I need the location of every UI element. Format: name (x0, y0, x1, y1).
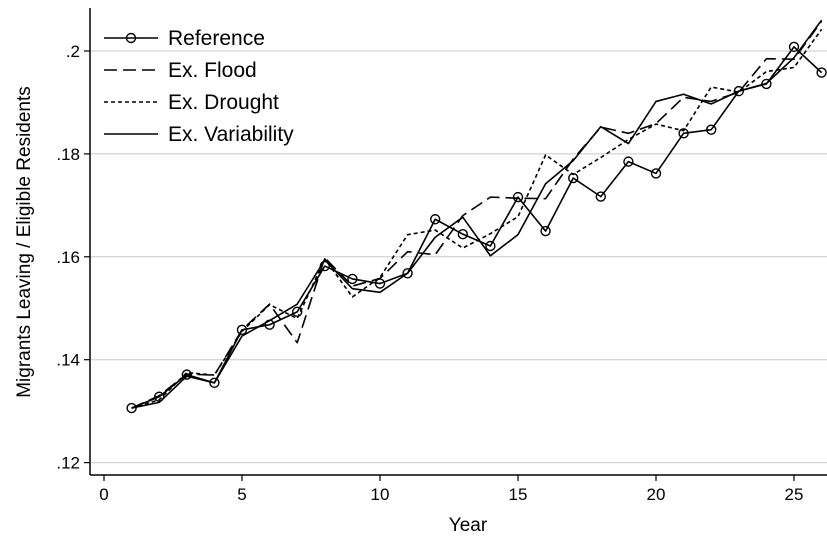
series-line-3 (131, 19, 823, 409)
data-point-marker (706, 124, 717, 135)
y-tick-label: .16 (56, 248, 80, 267)
data-point-marker (153, 391, 165, 402)
legend-marker (125, 32, 137, 44)
legend: Reference Ex. Flood Ex. Drought Ex. Variabi… (104, 27, 294, 146)
data-point-marker (512, 191, 524, 203)
axes (89, 8, 827, 476)
data-point-marker (650, 168, 662, 179)
x-tick-label: 20 (647, 485, 666, 504)
y-tick-label: .2 (66, 42, 80, 61)
data-point-marker (347, 273, 358, 285)
series-line-2 (131, 28, 823, 409)
data-point-marker (430, 214, 441, 225)
x-tick-label: 15 (509, 485, 528, 504)
series-line-1 (131, 20, 823, 409)
y-tick-label: .18 (56, 145, 80, 164)
data-point-marker (292, 306, 303, 318)
legend-label-2: Ex. Drought (168, 91, 279, 114)
y-tick-label: .14 (56, 351, 80, 370)
x-axis-ticks: 0 5 10 15 20 25 (99, 475, 803, 504)
y-axis-title: Migrants Leaving / Eligible Residents (14, 86, 35, 398)
data-point-marker (457, 228, 468, 240)
data-point-marker (678, 128, 689, 139)
legend-label-3: Ex. Variability (168, 123, 294, 146)
gridlines (91, 50, 827, 464)
series-lines (126, 19, 827, 414)
data-point-marker (402, 268, 413, 279)
y-tick-label: .12 (56, 454, 80, 473)
data-point-marker (126, 402, 137, 414)
data-point-marker (623, 156, 634, 167)
legend-label-0: Reference (168, 27, 265, 50)
data-point-marker (485, 240, 496, 252)
legend-label-1: Ex. Flood (168, 59, 257, 82)
data-point-marker (236, 324, 248, 336)
y-axis-ticks: .12 .14 .16 .18 .2 (56, 42, 90, 473)
x-tick-label: 5 (237, 485, 246, 504)
data-point-marker (209, 377, 220, 389)
data-point-marker (788, 41, 800, 53)
data-point-marker (816, 67, 827, 78)
x-tick-label: 10 (371, 485, 390, 504)
x-tick-label: 0 (99, 485, 108, 504)
x-tick-label: 25 (785, 485, 804, 504)
data-point-marker (540, 225, 551, 237)
x-axis-title: Year (449, 515, 488, 536)
data-point-marker (595, 191, 606, 202)
